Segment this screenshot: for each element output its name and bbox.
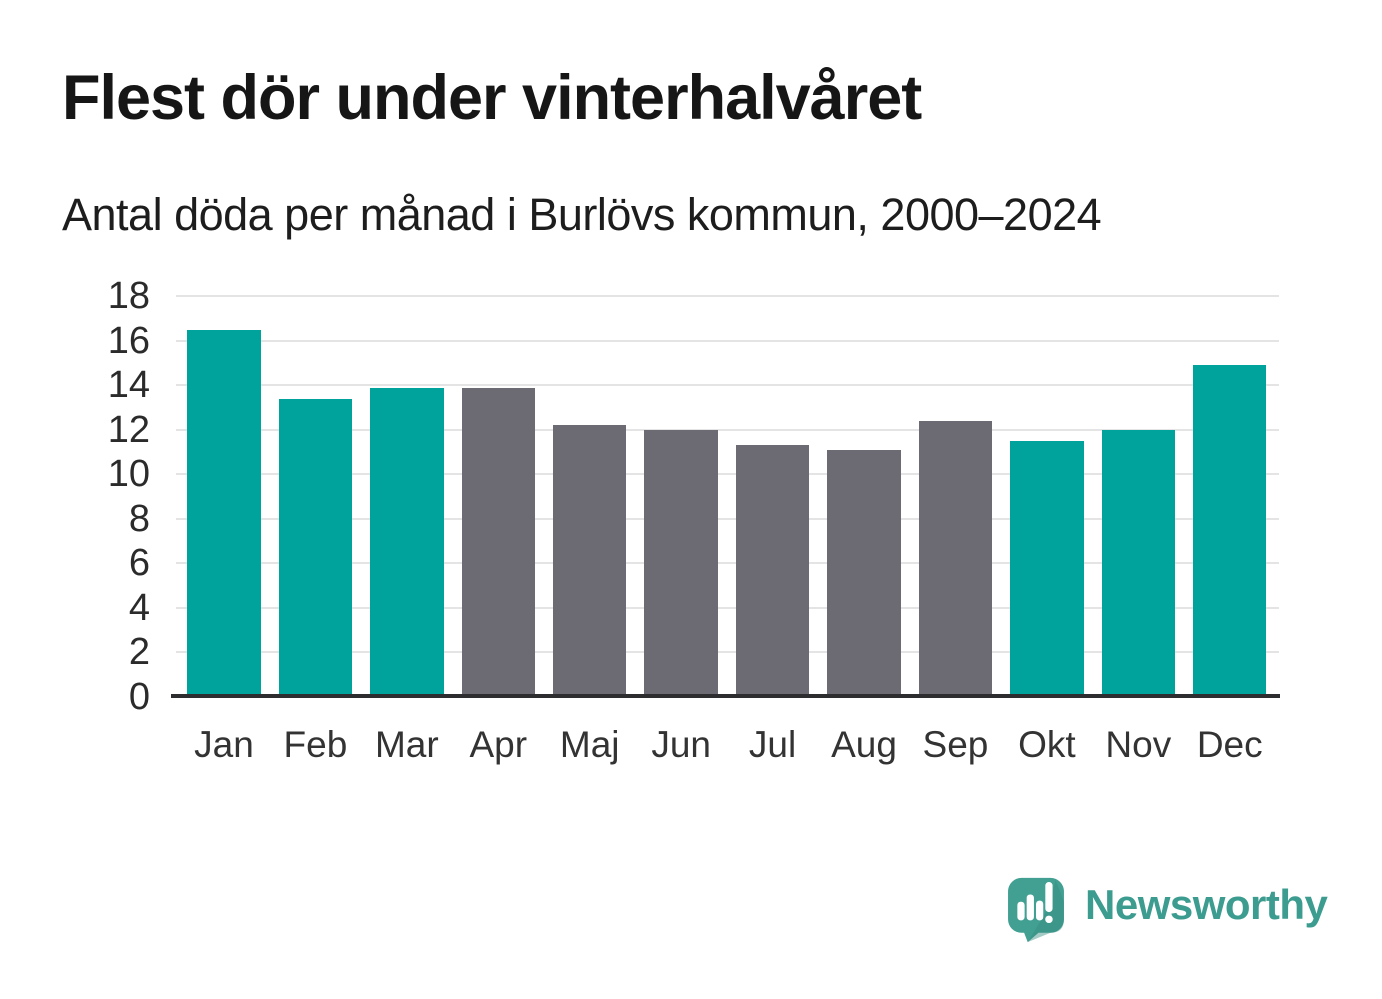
x-tick-label-sep: Sep [922, 724, 989, 765]
bar-maj [552, 425, 627, 695]
gridline-14 [176, 384, 1279, 387]
gridline-4 [176, 606, 1279, 609]
newsworthy-logo-text: Newsworthy [1085, 881, 1328, 928]
chart-title: Flest dör under vinterhalvåret [62, 63, 922, 133]
x-tick-label-aug: Aug [831, 724, 897, 765]
y-tick-label-4: 4 [128, 586, 150, 629]
y-tick-label-2: 2 [128, 631, 150, 674]
y-tick-label-14: 14 [107, 364, 150, 407]
y-tick-label-6: 6 [128, 542, 150, 585]
bar-jul [735, 445, 810, 695]
y-tick-label-16: 16 [107, 319, 150, 362]
x-tick-label-maj: Maj [559, 724, 620, 765]
newsworthy-bubble-icon [1008, 877, 1064, 943]
gridline-16 [176, 339, 1279, 342]
bar-dec [1192, 365, 1267, 695]
bar-sep [918, 420, 993, 695]
x-tick-label-jul: Jul [748, 724, 797, 765]
newsworthy-logo: Newsworthy [1007, 876, 1328, 944]
x-tick-label-jun: Jun [651, 724, 711, 765]
y-tick-label-10: 10 [107, 453, 150, 496]
x-tick-label-feb: Feb [283, 724, 348, 765]
chart-subtitle: Antal döda per månad i Burlövs kommun, 2… [62, 189, 1102, 240]
bar-feb [278, 398, 353, 695]
x-tick-label-nov: Nov [1105, 724, 1172, 765]
x-axis-line [171, 694, 1280, 698]
gridline-2 [176, 651, 1279, 654]
x-tick-label-okt: Okt [1018, 724, 1076, 765]
x-tick-label-apr: Apr [469, 724, 528, 765]
x-tick-label-mar: Mar [374, 724, 439, 765]
y-tick-label-8: 8 [128, 497, 150, 540]
bar-aug [827, 449, 901, 695]
y-tick-label-18: 18 [107, 274, 150, 317]
gridline-12 [176, 428, 1279, 431]
gridline-18 [176, 294, 1279, 297]
bar-apr [461, 387, 536, 695]
bar-jan [187, 329, 261, 695]
gridline-8 [176, 517, 1279, 520]
gridline-10 [176, 473, 1279, 476]
gridline-6 [176, 562, 1279, 565]
y-tick-label-12: 12 [107, 408, 150, 451]
bar-nov [1101, 429, 1176, 695]
x-tick-label-jan: Jan [194, 724, 254, 765]
x-tick-label-dec: Dec [1196, 724, 1263, 765]
bar-okt [1010, 441, 1084, 695]
y-tick-label-0: 0 [128, 676, 150, 718]
bar-mar [370, 387, 444, 695]
bar-jun [644, 429, 718, 695]
